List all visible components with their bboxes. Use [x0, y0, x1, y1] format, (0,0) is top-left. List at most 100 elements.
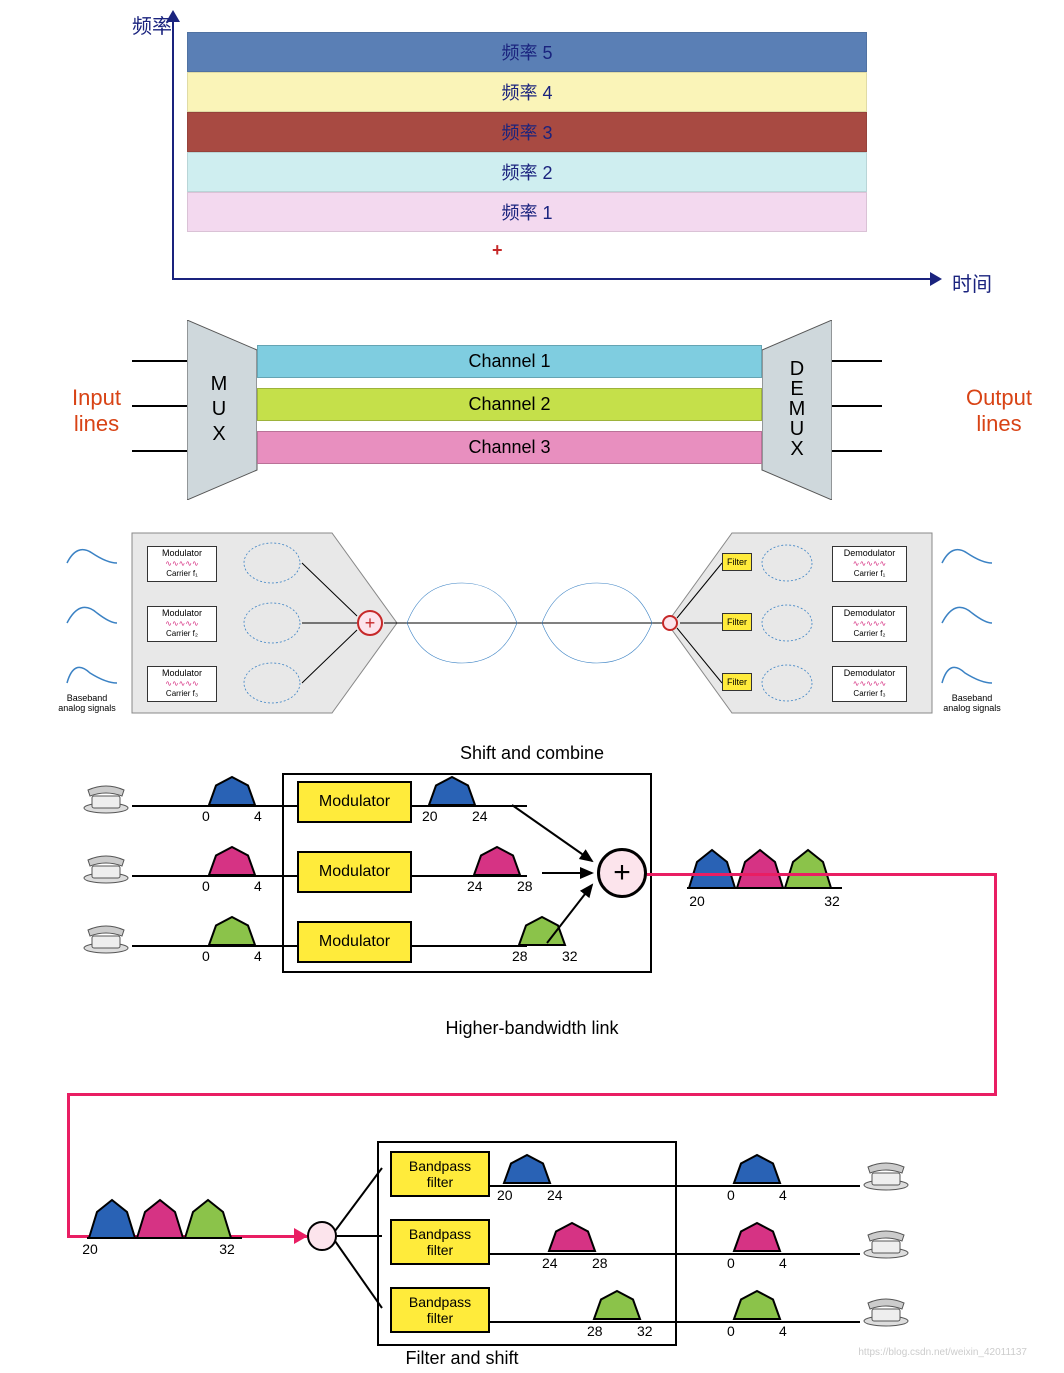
phone-icon-out-2: [862, 1223, 910, 1259]
demodulator-box-2: Demodulator∿∿∿∿∿Carrier f₂: [832, 606, 907, 642]
channels: Channel 1 Channel 2 Channel 3: [257, 345, 762, 464]
freq-band-1: 频率 1: [187, 192, 867, 232]
phone-icon-in-1: [82, 778, 130, 814]
modulation-side: Modulator∿∿∿∿∿Carrier f₁Modulator∿∿∿∿∿Ca…: [62, 528, 542, 718]
demod-bg-shape: [522, 528, 1002, 718]
filt-label-b-3: 32: [637, 1323, 653, 1339]
shift-label-a-2: 24: [467, 878, 483, 894]
input-line-3: [132, 450, 192, 452]
bandpass-filter-2: Bandpass filter: [390, 1219, 490, 1265]
combiner-arrows: [512, 783, 612, 963]
freq-band-4: 频率 4: [187, 72, 867, 112]
out-label-4-2: 4: [779, 1255, 787, 1271]
output-signal-3: [732, 1289, 782, 1326]
combiner-plus: +: [357, 610, 383, 636]
out-label-4-3: 4: [779, 1323, 787, 1339]
in-label-0-2: 0: [202, 878, 210, 894]
input-lines-label: Input lines: [72, 385, 121, 438]
svg-text:D: D: [790, 358, 804, 380]
modulator-1: Modulator: [297, 781, 412, 823]
shifted-signal-1: [427, 775, 477, 812]
channel-1: Channel 1: [257, 345, 762, 378]
x-axis-arrow: [930, 272, 942, 286]
mux-block: M U X: [187, 320, 262, 505]
svg-text:X: X: [790, 438, 803, 460]
shift-label-b-1: 24: [472, 808, 488, 824]
frequency-bands: 频率 5频率 4频率 3频率 2频率 1: [187, 32, 867, 232]
in-label-0-1: 0: [202, 808, 210, 824]
bandpass-filter-1: Bandpass filter: [390, 1151, 490, 1197]
phone-icon-out-3: [862, 1291, 910, 1327]
higher-bandwidth-label: Higher-bandwidth link: [32, 1018, 1032, 1039]
filt-label-b-2: 28: [592, 1255, 608, 1271]
link-line-4: [67, 1093, 70, 1238]
demodulation-side: Filter Filter Filter Demodulator∿∿∿∿∿Carri…: [522, 528, 1002, 718]
channel-2: Channel 2: [257, 388, 762, 421]
svg-text:M: M: [211, 373, 228, 395]
combined-in-label-start: 20: [80, 1241, 100, 1257]
filter-box-2: Filter: [722, 613, 752, 631]
svg-text:M: M: [789, 398, 806, 420]
out-label-0-2: 0: [727, 1255, 735, 1271]
mod-bg-shape: [62, 528, 542, 718]
y-axis: [172, 20, 174, 280]
in-label-4-1: 4: [254, 808, 262, 824]
input-line-2: [132, 405, 192, 407]
out-label-4-1: 4: [779, 1187, 787, 1203]
filter-shift-title: Filter and shift: [362, 1348, 562, 1369]
baseband-label-left: Baseband analog signals: [57, 693, 117, 713]
input-signal-1: [207, 775, 257, 812]
modulation-detail-diagram: Modulator∿∿∿∿∿Carrier f₁Modulator∿∿∿∿∿Ca…: [32, 528, 1032, 728]
output-signal-1: [732, 1153, 782, 1190]
combined-input: [87, 1198, 242, 1245]
shift-combine-diagram: Shift and combine 0 4 Modulator 20 24 0 4 Modul…: [32, 743, 1032, 1363]
plus-mark: +: [492, 240, 503, 261]
phone-icon-out-1: [862, 1155, 910, 1191]
y-axis-arrow: [166, 10, 180, 22]
channel-3: Channel 3: [257, 431, 762, 464]
svg-text:E: E: [790, 378, 803, 400]
freq-band-3: 频率 3: [187, 112, 867, 152]
filt-label-b-1: 24: [547, 1187, 563, 1203]
filt-label-a-3: 28: [587, 1323, 603, 1339]
modulator-box-3: Modulator∿∿∿∿∿Carrier f₃: [147, 666, 217, 702]
phone-icon-in-2: [82, 848, 130, 884]
baseband-label-right: Baseband analog signals: [942, 693, 1002, 713]
shift-label-a-1: 20: [422, 808, 438, 824]
combined-label-start: 20: [687, 893, 707, 909]
phone-icon-in-3: [82, 918, 130, 954]
filtered-signal-2: [547, 1221, 597, 1258]
svg-text:X: X: [212, 423, 225, 445]
mux-demux-diagram: Input lines Output lines M U X D E M: [32, 310, 1032, 520]
input-signal-2: [207, 845, 257, 882]
watermark: https://blog.csdn.net/weixin_42011137: [858, 1347, 1027, 1358]
x-axis: [172, 278, 932, 280]
filtered-signal-3: [592, 1289, 642, 1326]
output-signal-2: [732, 1221, 782, 1258]
in-label-4-2: 4: [254, 878, 262, 894]
demodulator-box-3: Demodulator∿∿∿∿∿Carrier f₃: [832, 666, 907, 702]
modulator-3: Modulator: [297, 921, 412, 963]
bandpass-filter-3: Bandpass filter: [390, 1287, 490, 1333]
freq-band-5: 频率 5: [187, 32, 867, 72]
combined-label-end: 32: [822, 893, 842, 909]
link-line-1: [647, 873, 997, 876]
filt-label-a-2: 24: [542, 1255, 558, 1271]
svg-text:U: U: [212, 398, 226, 420]
output-lines-label: Output lines: [966, 385, 1032, 438]
in-label-4-3: 4: [254, 948, 262, 964]
link-line-3: [67, 1093, 997, 1096]
modulator-2: Modulator: [297, 851, 412, 893]
filter-box-1: Filter: [722, 553, 752, 571]
combined-in-label-end: 32: [217, 1241, 237, 1257]
filtered-signal-1: [502, 1153, 552, 1190]
filt-label-a-1: 20: [497, 1187, 513, 1203]
filter-box-3: Filter: [722, 673, 752, 691]
shift-combine-title: Shift and combine: [32, 743, 1032, 764]
input-signal-3: [207, 915, 257, 952]
in-label-0-3: 0: [202, 948, 210, 964]
modulator-box-2: Modulator∿∿∿∿∿Carrier f₂: [147, 606, 217, 642]
filter-line-3: [490, 1321, 860, 1323]
demodulator-box-1: Demodulator∿∿∿∿∿Carrier f₁: [832, 546, 907, 582]
svg-text:U: U: [790, 418, 804, 440]
